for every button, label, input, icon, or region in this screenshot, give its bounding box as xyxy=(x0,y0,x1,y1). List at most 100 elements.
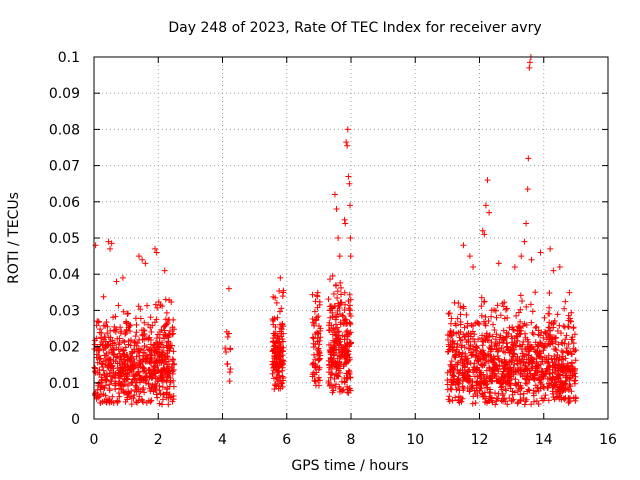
data-point xyxy=(330,290,337,297)
y-tick-label: 0.02 xyxy=(49,340,80,356)
data-point xyxy=(487,390,494,397)
data-point xyxy=(107,356,114,363)
data-point xyxy=(514,387,521,394)
data-point xyxy=(457,321,464,328)
data-point xyxy=(336,253,343,260)
data-point xyxy=(510,371,517,378)
data-point xyxy=(133,398,140,405)
data-point xyxy=(277,341,284,348)
data-point xyxy=(161,356,168,363)
data-point xyxy=(155,343,162,350)
data-point xyxy=(522,334,529,341)
data-point xyxy=(466,388,473,395)
data-point xyxy=(141,319,148,326)
data-point xyxy=(514,327,521,334)
data-point xyxy=(131,391,138,398)
data-point xyxy=(346,180,353,187)
data-point xyxy=(523,303,530,310)
data-point xyxy=(449,331,456,338)
data-point xyxy=(278,305,285,312)
data-point xyxy=(333,206,340,213)
data-point xyxy=(275,383,282,390)
data-point xyxy=(227,345,234,352)
data-point xyxy=(270,293,277,300)
data-point xyxy=(158,326,165,333)
x-tick-label: 8 xyxy=(347,432,356,448)
data-point xyxy=(166,297,173,304)
data-point xyxy=(145,380,152,387)
data-point xyxy=(471,360,478,367)
data-point xyxy=(118,328,125,335)
data-point xyxy=(457,304,464,311)
data-point xyxy=(518,346,525,353)
data-point xyxy=(557,330,564,337)
data-point xyxy=(140,364,147,371)
data-point xyxy=(520,358,527,365)
data-point xyxy=(342,301,349,308)
data-point xyxy=(345,389,352,396)
data-point xyxy=(523,220,530,227)
data-point xyxy=(326,319,333,326)
data-point xyxy=(102,392,109,399)
data-point xyxy=(148,375,155,382)
data-point xyxy=(133,329,140,336)
x-tick-label: 4 xyxy=(218,432,227,448)
data-point xyxy=(525,376,532,383)
y-tick-label: 0.05 xyxy=(49,231,80,247)
data-point xyxy=(514,400,521,407)
data-point xyxy=(492,307,499,314)
data-point xyxy=(128,401,135,408)
data-point xyxy=(341,317,348,324)
data-point xyxy=(532,382,539,389)
data-point xyxy=(508,333,515,340)
data-point xyxy=(458,344,465,351)
data-point xyxy=(147,387,154,394)
data-point xyxy=(503,343,510,350)
data-point xyxy=(526,59,533,66)
data-point xyxy=(535,353,542,360)
data-point xyxy=(478,312,485,319)
data-point xyxy=(226,369,233,376)
data-point xyxy=(271,386,278,393)
data-point xyxy=(167,344,174,351)
data-point xyxy=(125,310,132,317)
data-point xyxy=(105,341,112,348)
data-point xyxy=(522,398,529,405)
data-point xyxy=(470,346,477,353)
data-point xyxy=(279,383,286,390)
data-point xyxy=(534,369,541,376)
data-point xyxy=(337,279,344,286)
data-point xyxy=(315,313,322,320)
data-point xyxy=(317,352,324,359)
data-point xyxy=(272,323,279,330)
data-point xyxy=(499,339,506,346)
data-point xyxy=(496,357,503,364)
data-point xyxy=(160,360,167,367)
data-point xyxy=(448,358,455,365)
data-point xyxy=(538,381,545,388)
data-point xyxy=(103,318,110,325)
data-point xyxy=(163,378,170,385)
data-point xyxy=(280,344,287,351)
data-point xyxy=(471,387,478,394)
data-point xyxy=(562,298,569,305)
data-point xyxy=(279,373,286,380)
data-point xyxy=(341,307,348,314)
data-point xyxy=(545,356,552,363)
data-point xyxy=(565,349,572,356)
data-point xyxy=(538,371,545,378)
data-point xyxy=(128,379,135,386)
data-point xyxy=(525,155,532,162)
data-point xyxy=(483,367,490,374)
data-point xyxy=(132,333,139,340)
data-point xyxy=(169,370,176,377)
y-axis-label: ROTI / TECUs xyxy=(6,192,22,284)
data-point xyxy=(464,355,471,362)
data-point xyxy=(553,388,560,395)
data-point xyxy=(513,337,520,344)
axis-ticks: 0 2 4 6 8 10 12 14 16 0 0.01 0.02 0.03 0.04 0.05 0.06 0.… xyxy=(49,50,617,448)
data-point xyxy=(528,401,535,408)
data-point xyxy=(334,295,341,302)
data-point xyxy=(100,293,107,300)
data-point xyxy=(327,346,334,353)
